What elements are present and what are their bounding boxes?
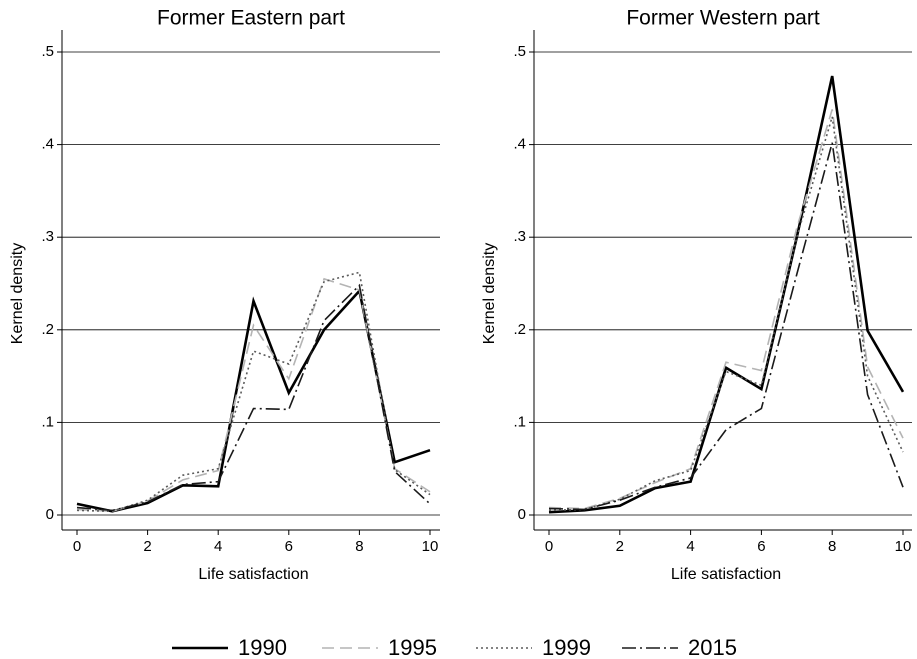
y-tick-label: .4	[513, 136, 526, 153]
legend-label: 1999	[542, 635, 591, 659]
x-axis-title: Life satisfaction	[671, 566, 781, 583]
y-tick-label: .2	[513, 321, 526, 338]
y-tick-label: .5	[41, 43, 54, 60]
series-line	[548, 75, 905, 514]
legend-label: 1995	[388, 635, 437, 659]
x-tick-label: 4	[214, 538, 222, 555]
series-line	[76, 283, 431, 512]
series-line	[76, 271, 431, 513]
x-axis-title: Life satisfaction	[198, 566, 308, 583]
x-tick-label: 6	[757, 538, 765, 555]
series-line	[548, 109, 904, 510]
x-tick-label: 6	[285, 538, 293, 555]
x-tick-label: 2	[143, 538, 151, 555]
x-tick-label: 0	[73, 538, 81, 555]
x-tick-label: 10	[895, 538, 912, 555]
y-axis-title: Kernel density	[481, 243, 498, 344]
x-tick-label: 4	[686, 538, 694, 555]
y-tick-label: .1	[41, 413, 54, 430]
y-tick-label: .3	[41, 228, 54, 245]
x-tick-label: 8	[355, 538, 363, 555]
chart-title: Former Western part	[626, 7, 819, 30]
chart-title: Former Eastern part	[157, 7, 345, 30]
x-tick-label: 10	[422, 538, 439, 555]
legend-label: 2015	[688, 635, 737, 659]
y-axis-title: Kernel density	[9, 243, 26, 344]
x-tick-label: 8	[828, 538, 836, 555]
x-tick-label: 0	[545, 538, 553, 555]
x-tick-label: 2	[616, 538, 624, 555]
y-tick-label: 0	[46, 506, 54, 523]
series-line	[548, 116, 904, 512]
y-tick-label: .3	[513, 228, 526, 245]
y-tick-label: .5	[513, 43, 526, 60]
y-tick-label: .2	[41, 321, 54, 338]
series-line	[76, 277, 431, 513]
legend-label: 1990	[238, 635, 287, 659]
series-line	[548, 142, 904, 511]
y-tick-label: .1	[513, 413, 526, 430]
y-tick-label: 0	[518, 506, 526, 523]
y-tick-label: .4	[41, 136, 54, 153]
